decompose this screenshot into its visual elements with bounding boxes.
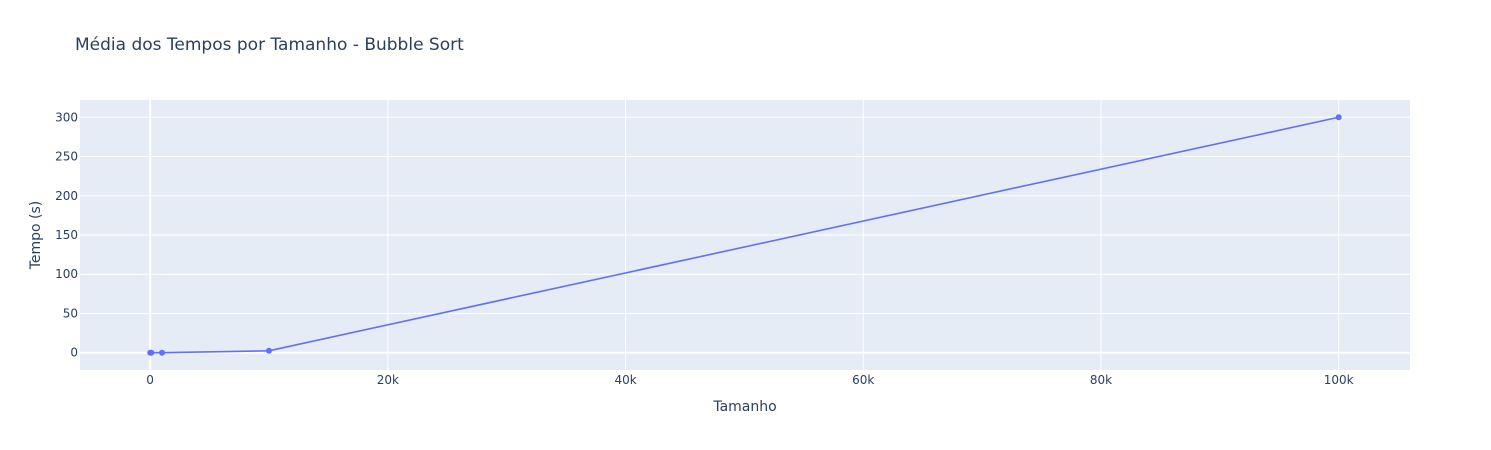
x-tick-label: 60k — [852, 373, 874, 387]
x-tick-label: 80k — [1090, 373, 1112, 387]
data-point[interactable] — [1335, 114, 1342, 121]
y-tick-label: 50 — [63, 306, 78, 320]
y-tick-label: 100 — [55, 267, 78, 281]
y-axis-title: Tempo (s) — [28, 201, 44, 271]
x-tick-label: 20k — [377, 373, 399, 387]
data-point[interactable] — [148, 349, 155, 356]
y-tick-label: 150 — [55, 228, 78, 242]
x-tick-label: 0 — [146, 373, 154, 387]
series-layer — [147, 114, 1342, 356]
y-tick-label: 300 — [55, 110, 78, 124]
y-tick-label: 250 — [55, 150, 78, 164]
x-tick-label: 40k — [614, 373, 636, 387]
zero-lines — [80, 100, 1410, 370]
data-point[interactable] — [265, 347, 272, 354]
y-tick-label: 0 — [70, 346, 78, 360]
y-tick-labels: 0 50 100 150 200 250 300 — [55, 110, 78, 359]
chart-title: Média dos Tempos por Tamanho - Bubble So… — [75, 35, 464, 55]
x-tick-labels: 0 20k 40k 60k 80k 100k — [146, 373, 1353, 387]
x-tick-label: 100k — [1324, 373, 1354, 387]
y-tick-label: 200 — [55, 189, 78, 203]
grid-lines — [80, 100, 1410, 370]
data-point[interactable] — [159, 349, 166, 356]
x-axis-title: Tamanho — [712, 399, 776, 415]
